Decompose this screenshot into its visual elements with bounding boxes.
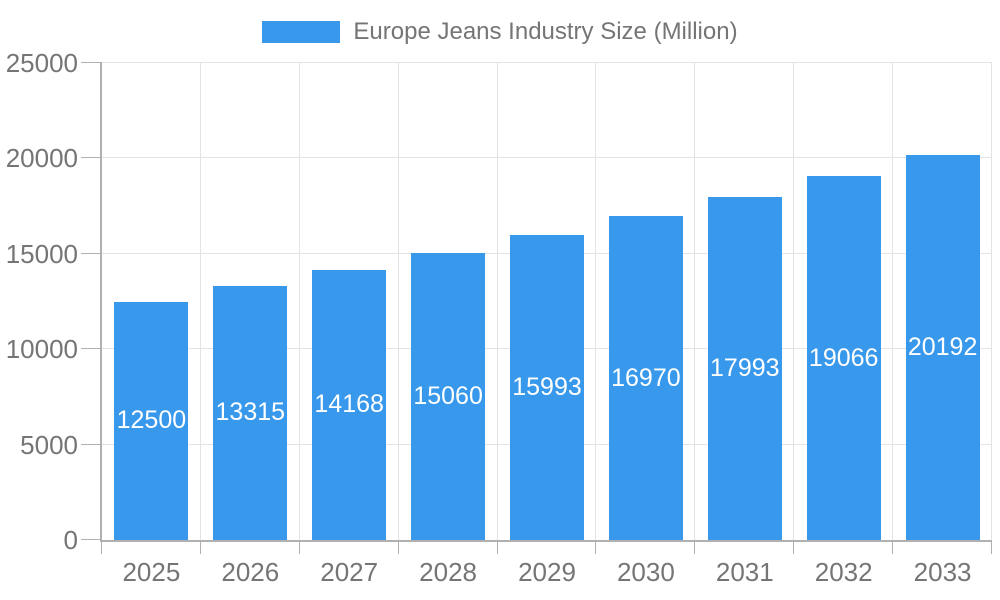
x-tick-label: 2031 [715, 557, 774, 587]
x-tick-mark [101, 540, 102, 554]
x-tick-mark [595, 540, 596, 554]
x-tick-mark [694, 540, 695, 554]
bar-value-label: 20192 [907, 332, 978, 361]
gridline-vertical [398, 63, 399, 540]
y-tick-mark [81, 539, 102, 540]
gridline-vertical [991, 63, 992, 540]
y-axis-line [100, 63, 102, 542]
x-tick-label: 2029 [518, 557, 576, 587]
bar: 13315 [213, 285, 288, 540]
gridline-vertical [299, 63, 300, 540]
x-tick-label: 2027 [320, 557, 379, 587]
bar-value-label: 19066 [808, 343, 879, 372]
bar: 19066 [806, 176, 881, 540]
x-tick-label: 2030 [616, 557, 675, 587]
legend-label: Europe Jeans Industry Size (Million) [353, 18, 738, 45]
y-tick-label: 25000 [5, 48, 78, 78]
gridline-vertical [694, 63, 695, 540]
x-tick-mark [991, 540, 992, 554]
bar: 15060 [411, 252, 486, 540]
y-tick-label: 10000 [5, 334, 78, 364]
gridline-horizontal [102, 62, 992, 63]
bar-value-label: 16970 [611, 363, 681, 392]
bar-value-label: 12500 [116, 406, 187, 435]
bar: 12500 [114, 301, 189, 540]
bar: 15993 [510, 234, 584, 540]
x-tick-mark [299, 540, 300, 554]
bar-value-label: 15060 [413, 381, 483, 410]
x-tick-mark [793, 540, 794, 554]
bar: 14168 [312, 269, 387, 540]
gridline-vertical [497, 63, 498, 540]
bar: 16970 [608, 216, 683, 540]
x-tick-label: 2033 [913, 557, 972, 587]
y-tick-mark [81, 444, 102, 445]
gridline-vertical [892, 63, 893, 540]
legend-swatch [262, 21, 341, 43]
y-tick-label: 5000 [20, 430, 78, 460]
bar-value-label: 13315 [215, 398, 286, 427]
bar-value-label: 15993 [512, 372, 582, 401]
y-tick-label: 0 [63, 525, 78, 555]
x-tick-mark [892, 540, 893, 554]
gridline-vertical [793, 63, 794, 540]
x-axis-line [100, 540, 992, 542]
bar: 17993 [707, 196, 782, 540]
y-tick-mark [81, 348, 102, 349]
x-tick-label: 2032 [814, 557, 873, 587]
gridline-horizontal [102, 157, 992, 158]
chart-legend: Europe Jeans Industry Size (Million) [0, 19, 1000, 45]
x-tick-label: 2026 [221, 557, 280, 587]
x-tick-mark [398, 540, 399, 554]
x-tick-label: 2028 [419, 557, 478, 587]
gridline-vertical [200, 63, 201, 540]
bar-value-label: 14168 [314, 390, 384, 419]
y-tick-mark [81, 62, 102, 63]
x-tick-mark [200, 540, 201, 554]
bar: 20192 [905, 154, 980, 540]
x-tick-label: 2025 [122, 557, 181, 587]
y-tick-mark [81, 157, 102, 158]
bar-value-label: 17993 [710, 353, 780, 382]
x-tick-mark [497, 540, 498, 554]
y-tick-mark [81, 253, 102, 254]
y-tick-label: 20000 [5, 143, 78, 173]
gridline-vertical [595, 63, 596, 540]
y-tick-label: 15000 [5, 239, 78, 269]
